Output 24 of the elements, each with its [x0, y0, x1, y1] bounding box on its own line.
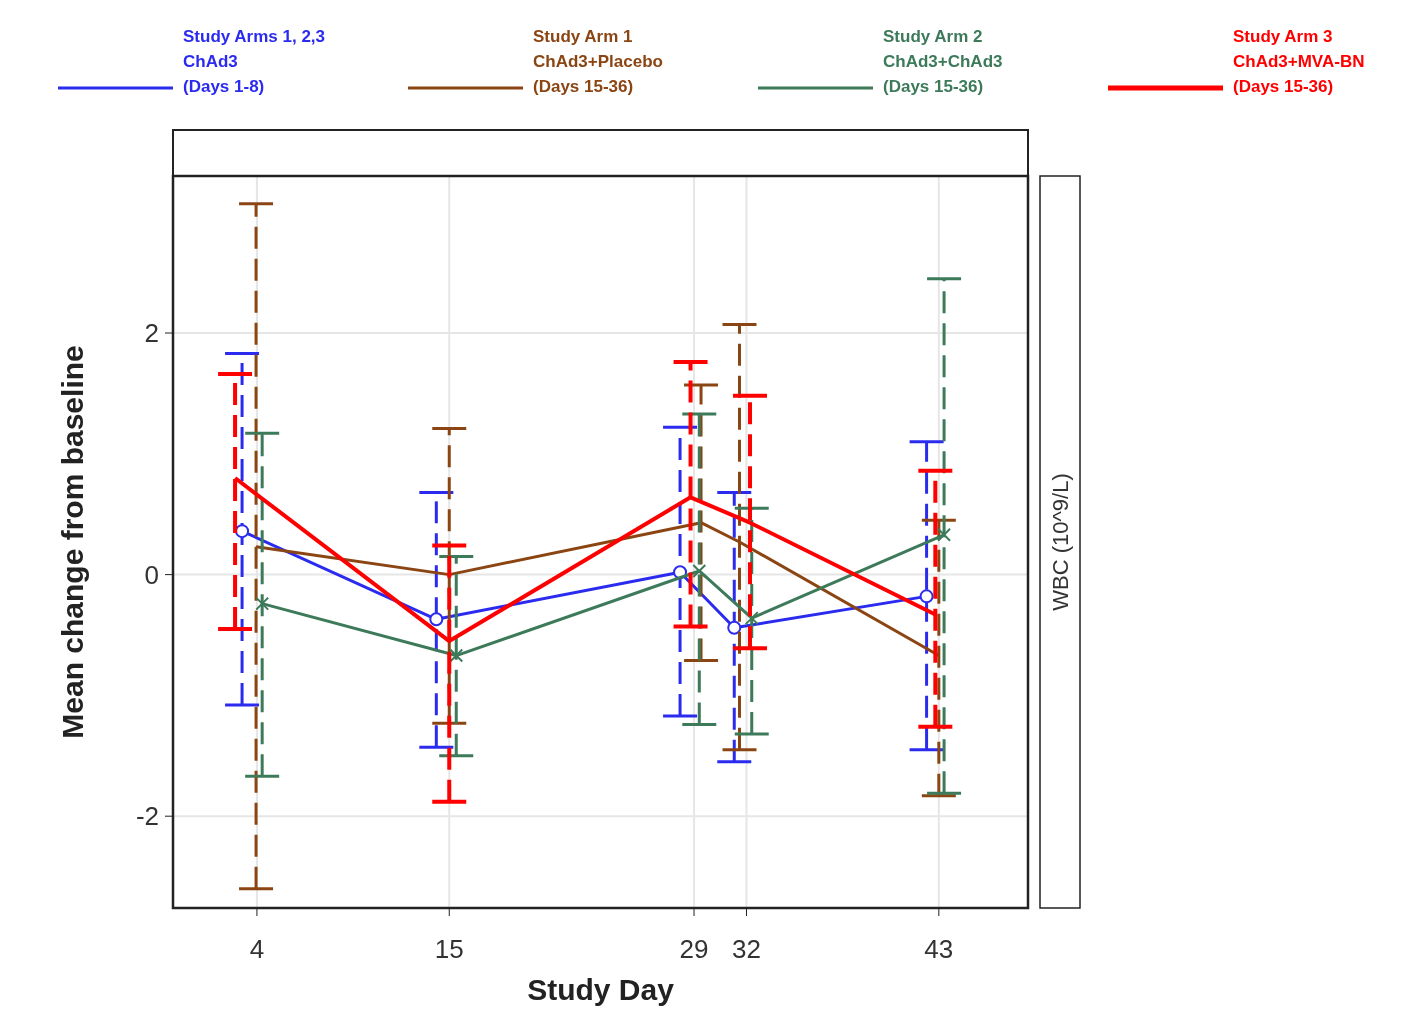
point [429, 612, 444, 627]
x-tick-label: 43 [924, 934, 954, 964]
text: WBC (10^9/L) [1048, 473, 1073, 611]
x-axis-title: Study Day [527, 973, 675, 1006]
x-tick-label: 32 [732, 934, 761, 964]
y-axis-title: Mean change from baseline [56, 345, 89, 739]
y-tick-label: 0 [144, 559, 159, 590]
x-tick-label: 4 [249, 934, 265, 964]
point [255, 596, 270, 611]
text: Study Arms 1, 2,3 ChAd3 (Days 1-8) [183, 27, 326, 96]
point [919, 589, 934, 604]
point [692, 563, 707, 578]
point [235, 524, 250, 539]
x-tick-label: 15 [434, 934, 464, 964]
y-tick-label: -2 [135, 801, 159, 832]
y-tick-label: 2 [144, 318, 159, 349]
text: Study Arm 3 ChAd3+MVA-BN (Days 15-36) [1233, 27, 1365, 96]
text: Study Arm 2 ChAd3+ChAd3 (Days 15-36) [883, 27, 1003, 96]
point [937, 527, 952, 542]
point [449, 648, 464, 663]
text: Study Arm 1 ChAd3+Placebo (Days 15-36) [533, 27, 663, 96]
point [727, 620, 742, 635]
x-tick-label: 29 [679, 934, 709, 964]
point [744, 611, 759, 626]
